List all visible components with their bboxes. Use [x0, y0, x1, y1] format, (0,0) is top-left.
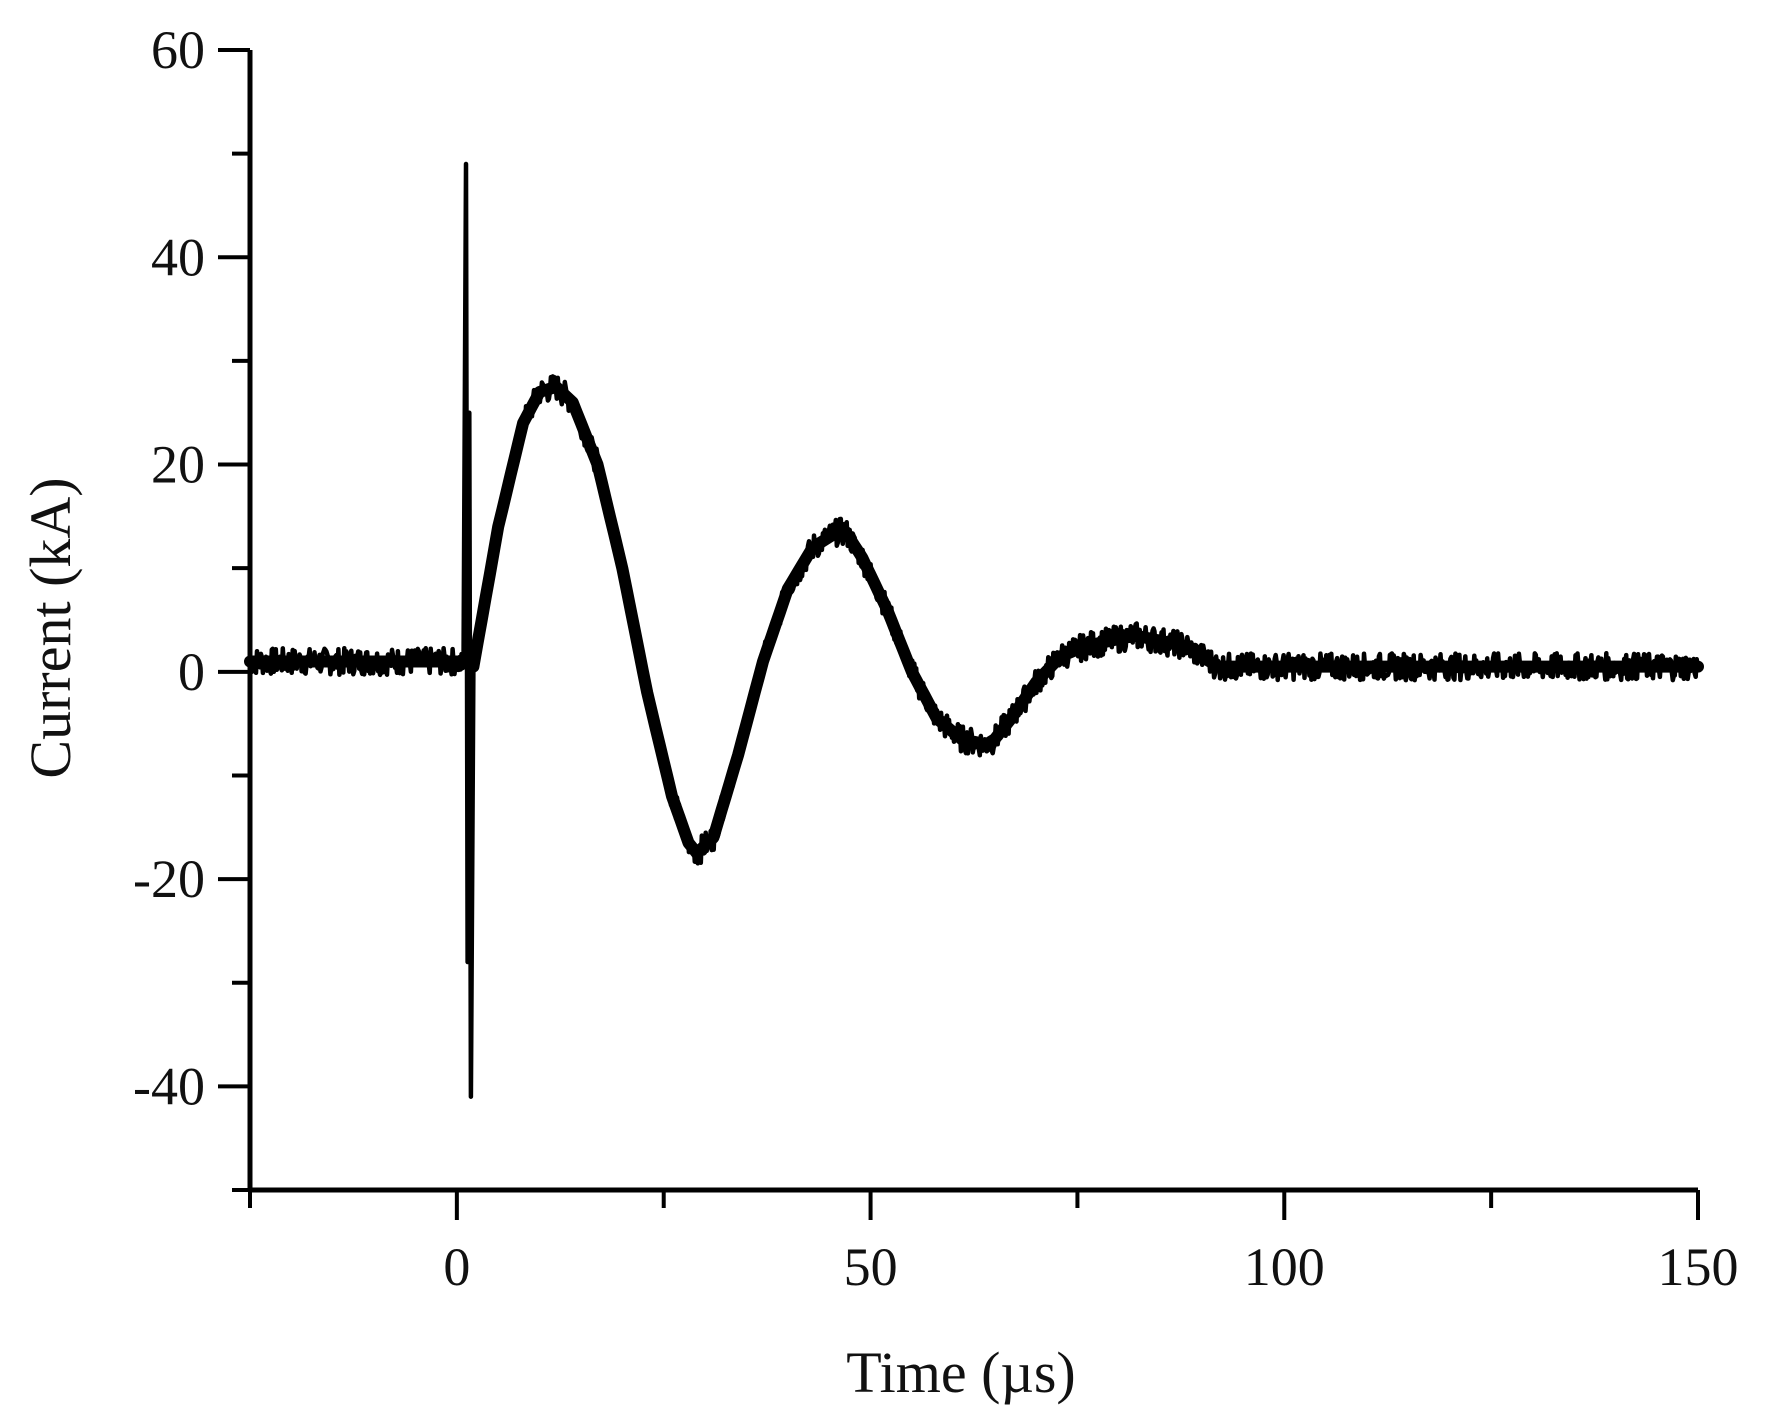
y-tick-label: 60 [151, 20, 205, 80]
y-tick-label: 20 [151, 435, 205, 495]
x-tick-label: 100 [1244, 1237, 1325, 1297]
y-axis: -40 -20 0 20 40 60 [133, 20, 253, 1192]
y-tick-label: -40 [133, 1056, 205, 1116]
current-trace-envelope [467, 380, 1704, 860]
baseline-envelope [244, 655, 467, 671]
y-tick-label: -20 [133, 849, 205, 909]
x-axis-title: Time (µs) [846, 1340, 1075, 1405]
current-trace-line [248, 161, 1700, 1099]
y-tick-label: 0 [178, 642, 205, 702]
y-tick-label: 40 [151, 227, 205, 287]
series-layer [244, 161, 1704, 1099]
x-tick-label: 50 [844, 1237, 898, 1297]
x-tick-label: 150 [1658, 1237, 1739, 1297]
x-axis: 0 50 100 150 [248, 1187, 1739, 1297]
y-axis-title: Current (kA) [18, 477, 83, 778]
x-tick-label: 0 [443, 1237, 470, 1297]
